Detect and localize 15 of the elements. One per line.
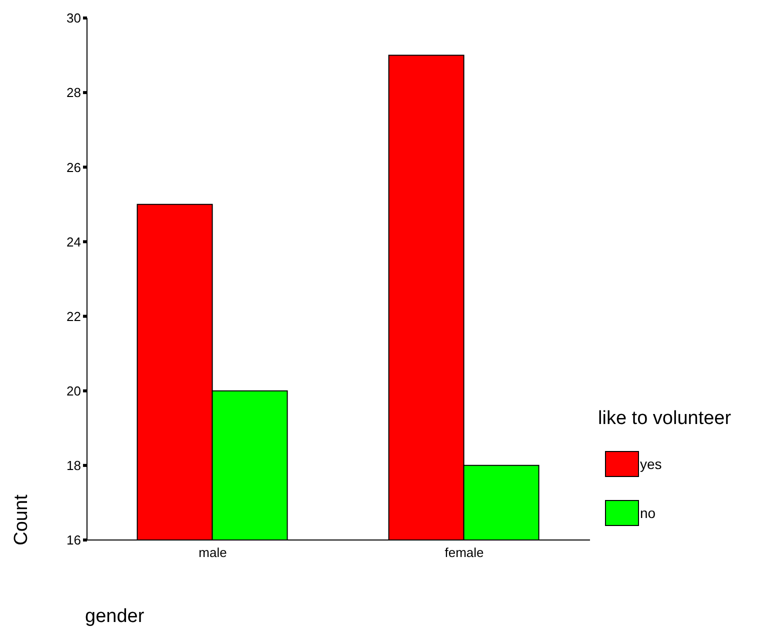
y-tick-label: 16: [66, 532, 81, 548]
y-tick-label: 26: [66, 160, 81, 175]
x-axis-title: gender: [85, 606, 144, 628]
legend-label: yes: [640, 456, 662, 472]
y-tick-label: 20: [66, 383, 81, 398]
y-tick-label: 30: [66, 10, 81, 26]
y-tick-label: 18: [66, 458, 81, 474]
legend-label: no: [640, 505, 656, 521]
legend-title: like to volunteer: [598, 408, 732, 430]
y-tick-label: 28: [66, 85, 81, 100]
y-axis-title: Count: [11, 494, 33, 546]
x-tick-label: female: [444, 545, 484, 560]
x-tick-label: male: [198, 545, 227, 560]
y-tick-label: 24: [66, 234, 81, 250]
y-tick-label: 22: [66, 308, 81, 324]
